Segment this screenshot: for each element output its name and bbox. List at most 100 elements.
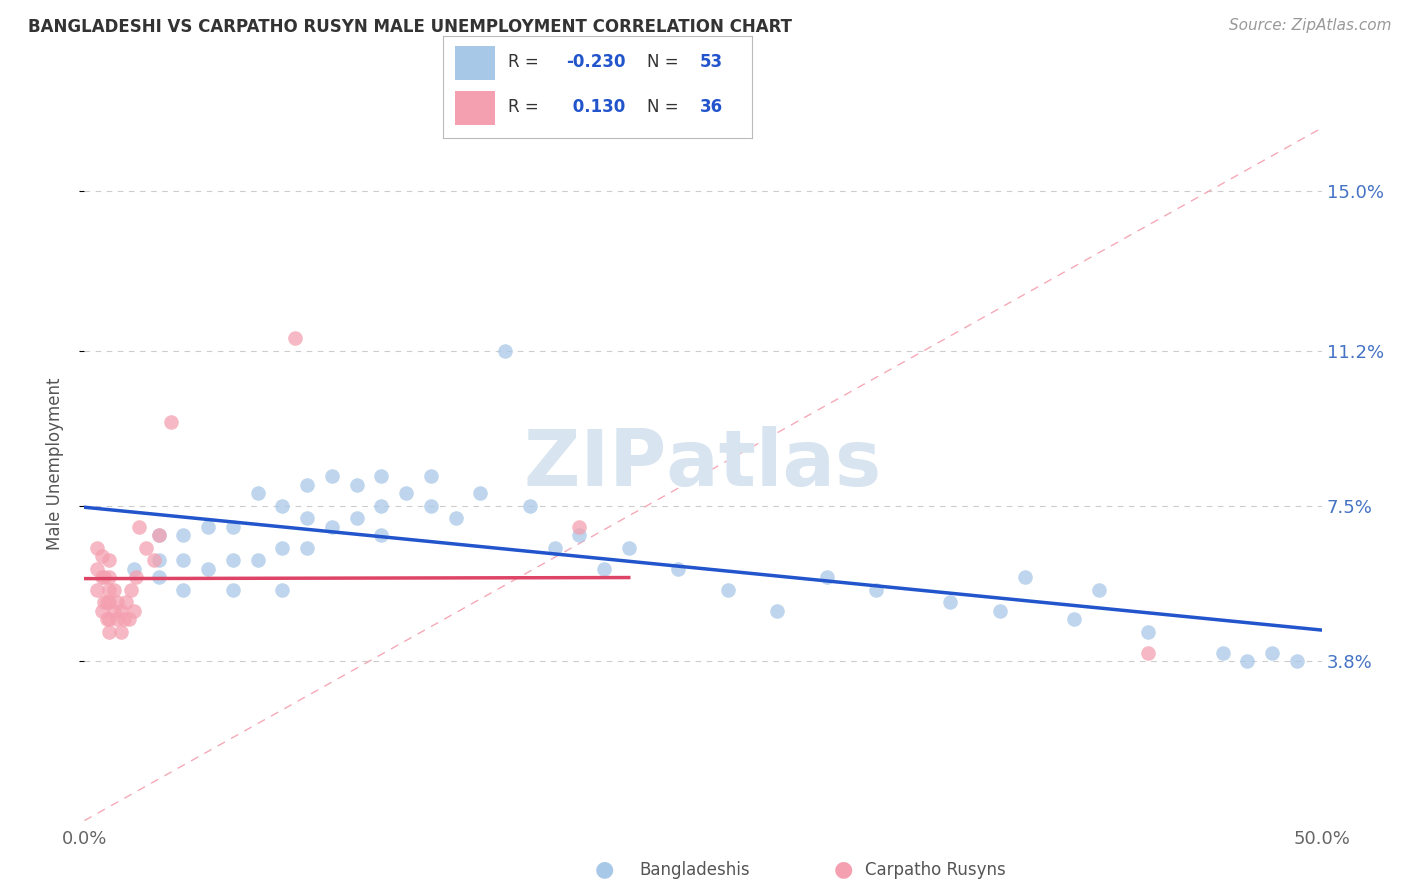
Point [110,624,132,639]
Point [246,553,269,567]
Point [98,624,121,639]
Point [98,612,121,626]
Point [120,582,142,597]
Point [346,511,368,525]
Point [370,528,392,542]
Point [246,486,269,500]
FancyBboxPatch shape [456,91,495,125]
Y-axis label: Male Unemployment: Male Unemployment [45,377,63,550]
Point [172,528,194,542]
Text: ZIP​atlas: ZIP​atlas [524,425,882,502]
Point [1212,646,1234,660]
Point [93,570,115,584]
Point [96,595,118,609]
Point [470,486,492,500]
Point [321,469,343,483]
Point [1063,612,1085,626]
Point [1261,646,1284,660]
Point [160,415,183,429]
Point [105,612,128,626]
Point [125,570,148,584]
Point [939,595,962,609]
Point [90,549,112,564]
Point [128,520,150,534]
Point [103,604,125,618]
Point [148,528,170,542]
Point [419,499,441,513]
Point [519,499,541,513]
Point [122,562,145,576]
Point [370,499,392,513]
Point [284,331,307,345]
Point [197,562,219,576]
Text: 0.130: 0.130 [567,98,624,116]
Point [148,570,170,584]
Point [295,511,318,525]
Text: Source: ZipAtlas.com: Source: ZipAtlas.com [1229,18,1392,33]
Text: ●: ● [595,860,614,880]
Text: R =: R = [508,98,544,116]
Point [135,541,157,555]
Text: 36: 36 [700,98,723,116]
Point [988,604,1011,618]
Point [222,553,245,567]
Point [148,528,170,542]
Point [865,582,887,597]
Point [568,528,591,542]
Point [1285,654,1308,668]
Point [271,499,294,513]
Point [98,582,121,597]
Point [222,582,245,597]
Point [118,612,141,626]
Text: N =: N = [647,53,683,70]
Point [115,595,138,609]
Point [815,570,838,584]
Point [98,595,121,609]
Text: -0.230: -0.230 [567,53,626,70]
Point [321,520,343,534]
Text: Carpatho Rusyns: Carpatho Rusyns [865,861,1005,879]
Point [110,604,132,618]
Point [593,562,616,576]
Point [98,553,121,567]
Point [105,595,128,609]
Point [295,478,318,492]
Point [197,520,219,534]
Point [295,541,318,555]
Point [93,595,115,609]
Point [172,582,194,597]
Point [395,486,418,500]
Text: R =: R = [508,53,544,70]
Point [543,541,565,555]
Point [666,562,689,576]
FancyBboxPatch shape [456,46,495,79]
Point [1088,582,1111,597]
Point [96,612,118,626]
Point [1137,624,1160,639]
Point [90,604,112,618]
Point [346,478,368,492]
Point [86,562,108,576]
Point [419,469,441,483]
Point [172,553,194,567]
Point [568,520,591,534]
Point [86,541,108,555]
Point [494,343,516,358]
Point [444,511,467,525]
Point [148,553,170,567]
Text: N =: N = [647,98,683,116]
Point [1236,654,1258,668]
Point [122,604,145,618]
Point [98,570,121,584]
Text: ●: ● [834,860,853,880]
Text: BANGLADESHI VS CARPATHO RUSYN MALE UNEMPLOYMENT CORRELATION CHART: BANGLADESHI VS CARPATHO RUSYN MALE UNEMP… [28,18,792,36]
Point [142,553,165,567]
Point [222,520,245,534]
Point [271,582,294,597]
Text: 53: 53 [700,53,723,70]
Point [1014,570,1036,584]
Point [112,612,135,626]
Point [766,604,789,618]
Text: Bangladeshis: Bangladeshis [640,861,751,879]
Point [717,582,740,597]
